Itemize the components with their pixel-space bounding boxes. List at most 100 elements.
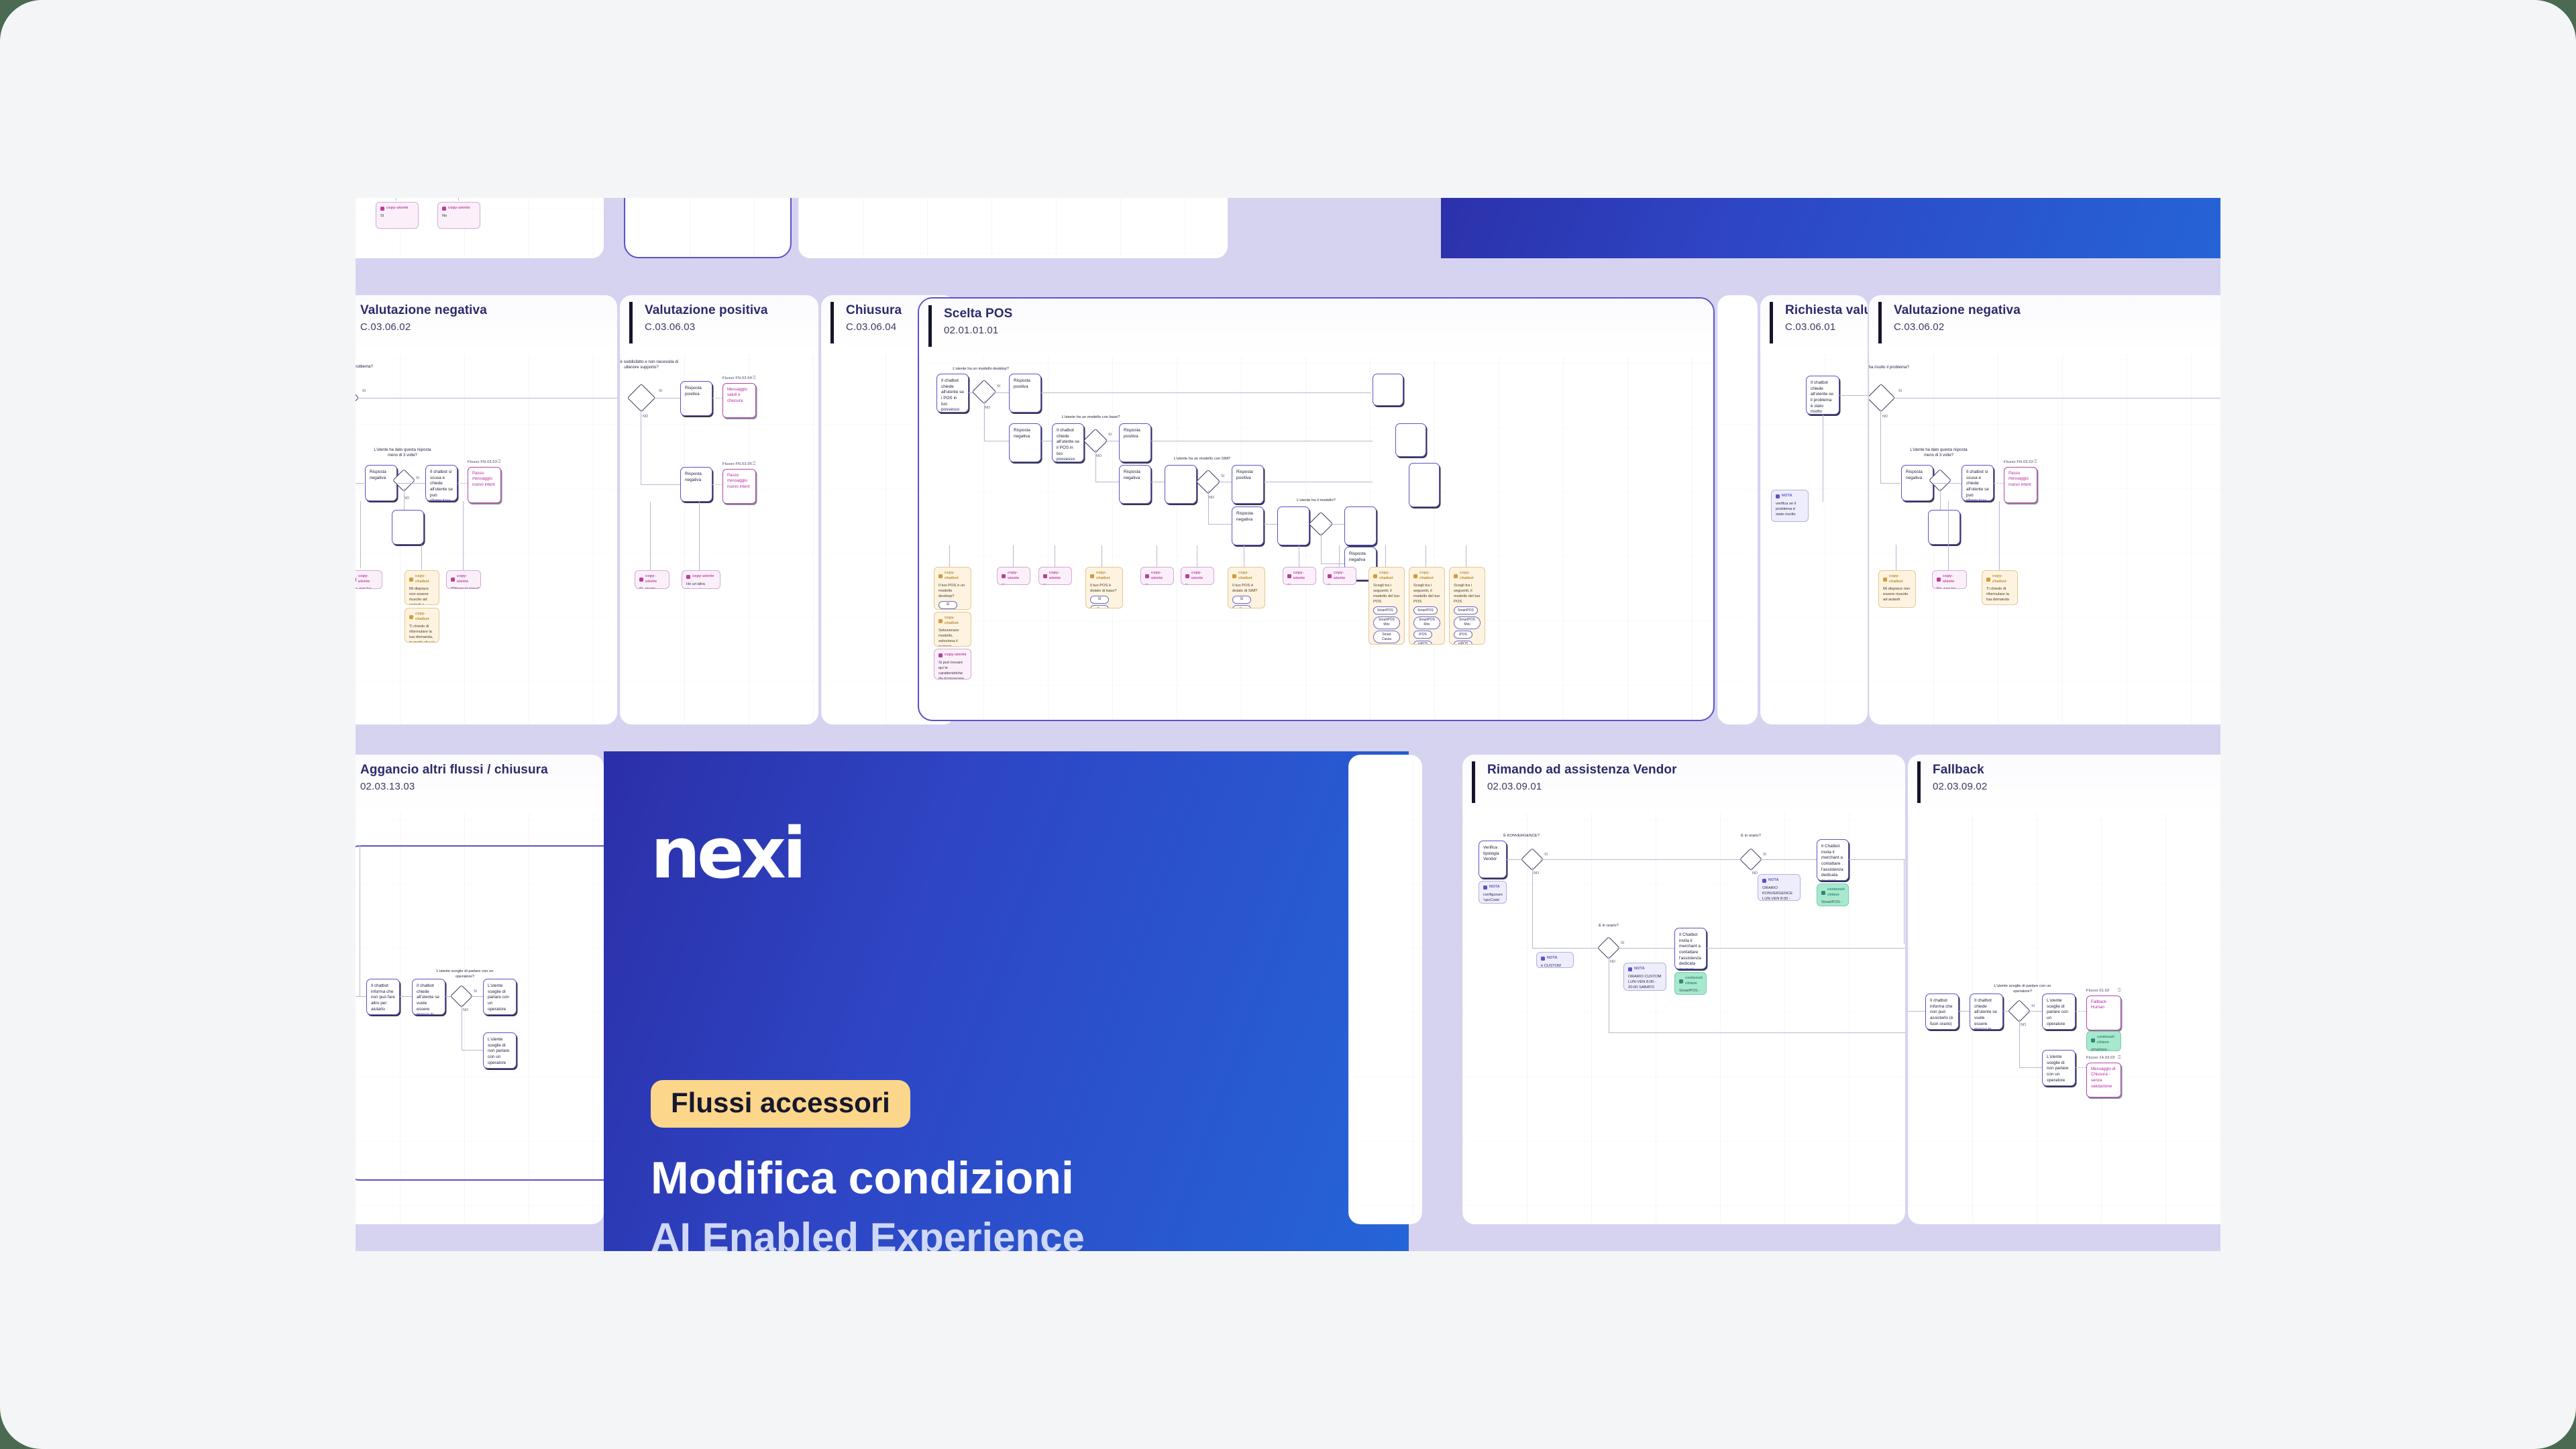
option-pill[interactable]: SmartPOS: [1454, 606, 1478, 615]
option-pill[interactable]: Smart Cassa: [1373, 631, 1400, 644]
sticky-note-copy-chatbot[interactable]: copy-chatbot Scegli tra i seguenti, il m…: [1449, 567, 1485, 645]
panel-fallback[interactable]: Fallback 02.03.09.02 Il chatbot informa …: [1908, 755, 2220, 1224]
option-pill[interactable]: SmartPOS Mini: [1454, 616, 1481, 629]
flow-node[interactable]: Risposta negativa: [680, 467, 712, 502]
sticky-note-copy-utente[interactable]: copy-utente No, non ho risolto: [1932, 570, 1967, 589]
sticky-note-copy-chatbot[interactable]: copy-chatbot Mi dispiace non essere rius…: [1878, 570, 1916, 608]
flow-node[interactable]: Il chatbot si scusa e chiede all'utente …: [425, 465, 458, 501]
flow-node[interactable]: Risposta negativa: [1232, 506, 1264, 545]
flow-node[interactable]: Risposta positiva: [1009, 374, 1041, 413]
gateway-diamond[interactable]: [1869, 383, 1896, 413]
panel-top-right-fragment[interactable]: copy-chatbot Sì, ne ho un modello con ba…: [798, 198, 1228, 258]
panel-valutazione-negativa-1[interactable]: Valutazione negativa C.03.06.02 L'utente…: [356, 295, 617, 724]
sticky-note-copy-chatbot[interactable]: copy-chatbot Scegli tra i seguenti, il m…: [1409, 567, 1445, 645]
option-pill[interactable]: Sì: [938, 600, 957, 609]
flow-node[interactable]: [1165, 465, 1197, 504]
option-pill[interactable]: Sì: [1090, 595, 1109, 604]
flusso-card[interactable]: Messaggio saluti e chiusura: [722, 382, 756, 418]
flow-node[interactable]: L'utente sceglie di parlare con un opera…: [483, 979, 517, 1015]
sticky-note-contenuti-chiave[interactable]: contenuti chiave smartpos - problemi con…: [2086, 1031, 2121, 1051]
flow-node[interactable]: L'utente sceglie di non parlare con un o…: [483, 1032, 517, 1069]
flow-node[interactable]: [1373, 374, 1403, 406]
sticky-note-nota[interactable]: NOTA verifica se il problema è stato ris…: [1771, 490, 1809, 522]
flow-node[interactable]: Il Chatbot invita il merchant a contatta…: [1674, 928, 1707, 969]
sticky-note-copy-chatbot[interactable]: copy-chatbot Il tuo POS è dotato di base…: [1085, 567, 1123, 608]
flow-node[interactable]: [392, 510, 424, 545]
option-pill[interactable]: No: [1090, 605, 1109, 608]
flow-node[interactable]: Risposta negativa: [1901, 465, 1933, 501]
design-canvas[interactable]: copy-utente Sì copy-utente No copy-chatb…: [356, 198, 2220, 1251]
sticky-note-copy-utente[interactable]: copy-utente Sì: [997, 567, 1030, 585]
flow-node[interactable]: Il chatbot chiede all'utente se il probl…: [1806, 376, 1839, 415]
flow-node[interactable]: [1277, 506, 1309, 545]
flow-node[interactable]: Risposta positiva: [680, 381, 712, 416]
sticky-note-copy-utente[interactable]: copy-utente [Riformulazione]: [446, 570, 481, 589]
panel-scelta-pos[interactable]: Scelta POS 02.01.01.01 Il chatbot chiede…: [918, 297, 1715, 721]
option-pill[interactable]: Sì: [1232, 595, 1251, 604]
sticky-note-copy-utente[interactable]: copy-utente No, non ho risolto: [356, 570, 382, 589]
link-icon[interactable]: ⎅: [752, 462, 756, 466]
panel-richiesta-valutazione[interactable]: Richiesta valutazione C.03.06.01 Il chat…: [1760, 295, 1868, 724]
option-pill[interactable]: mPOS: [1454, 640, 1472, 644]
panel-valutazione-negativa-2[interactable]: Valutazione negativa C.03.06.02 L'utente…: [1869, 295, 2220, 724]
link-icon[interactable]: ⎅: [2033, 460, 2037, 464]
sticky-note-copy-chatbot[interactable]: copy-chatbot Selezionare modello, selezi…: [934, 612, 971, 647]
sticky-note-copy-chatbot[interactable]: copy-chatbot Il tuo POS è un modello des…: [934, 567, 971, 610]
flow-node[interactable]: L'utente sceglie di parlare con un opera…: [2042, 994, 2076, 1030]
option-pill[interactable]: SmartPOS Mini: [1373, 616, 1400, 629]
link-icon[interactable]: ⎅: [497, 460, 501, 464]
flow-node[interactable]: Il chatbot chiede all'utente se i POS in…: [936, 374, 969, 413]
gateway-diamond[interactable]: [627, 383, 656, 413]
link-icon[interactable]: ⎅: [752, 376, 756, 380]
flow-node[interactable]: [1344, 506, 1377, 545]
sticky-note-nota[interactable]: NOTA ORARIO KONVERGENCE LUN-VEN 8:00 - 2…: [1758, 874, 1801, 901]
flow-node[interactable]: Il chatbot chiede all'utente se il POS i…: [1052, 423, 1084, 462]
option-pill[interactable]: iPOS: [1413, 631, 1432, 639]
panel-sliver-fragment[interactable]: [1717, 295, 1758, 724]
flusso-card-wrapper[interactable]: Flusso FN.03.05 ⎅ Passo messaggio nuovo …: [722, 462, 756, 504]
flow-node[interactable]: Risposta positiva: [1119, 423, 1151, 462]
panel-bottom-sliver-fragment[interactable]: [1348, 755, 1422, 1224]
flusso-card[interactable]: Passo messaggio nuovo intent: [722, 468, 756, 504]
sticky-note-copy-chatbot[interactable]: copy-chatbot Scegli tra i seguenti, il m…: [1368, 567, 1405, 645]
flow-node[interactable]: L'utente sceglie di non parlare con un o…: [2042, 1050, 2076, 1086]
flow-node[interactable]: Il chatbot chiede all'utente se vuole es…: [412, 979, 445, 1015]
slide-banner-ai-enabled-experience[interactable]: AI Enabled Experience: [1441, 198, 2220, 258]
option-pill[interactable]: mPOS: [1413, 640, 1432, 644]
flow-node[interactable]: Verifica tipologia Vendor: [1479, 841, 1507, 878]
flow-node[interactable]: [1409, 463, 1440, 507]
panel-aggancio-altri-flussi[interactable]: Aggancio altri flussi / chiusura 02.03.1…: [356, 755, 604, 1224]
sticky-note-copy-utente[interactable]: copy-utente Sì: [1283, 567, 1316, 585]
flusso-card-wrapper[interactable]: Flusso FN.03.04 ⎅ Messaggio saluti e chi…: [722, 376, 756, 418]
sticky-note-nota[interactable]: NOTA configurare 'cpcCode' '1': [1479, 881, 1507, 904]
sticky-note-nota[interactable]: NOTA è CUSTOM: [1536, 952, 1574, 968]
sticky-note-copy-utente[interactable]: copy-utente No: [437, 202, 480, 229]
flusso-card[interactable]: Passo messaggio nuovo intent: [2004, 466, 2037, 503]
sticky-note-copy-utente[interactable]: copy-utente Sì: [1140, 567, 1174, 585]
flusso-card-wrapper[interactable]: Flusso FN.03.02 ⎅ Passo messaggio nuovo …: [2004, 460, 2037, 503]
flow-node[interactable]: Risposta positiva: [1232, 465, 1264, 504]
option-pill[interactable]: SmartPOS Mini: [1413, 616, 1440, 629]
flow-node[interactable]: Il chatbot chiede all'utente se vuole es…: [1970, 994, 2003, 1030]
flow-node[interactable]: Il chatbot si scusa e chiede all'utente …: [1962, 465, 1994, 501]
sticky-note-copy-utente[interactable]: copy-utente Sì: [376, 202, 419, 229]
panel-top-mid-fragment[interactable]: copy-chatbot Il tuo POS è dotato di base…: [624, 198, 792, 258]
flow-node[interactable]: Risposta negativa: [365, 465, 397, 501]
slide-modifica-condizioni[interactable]: nexi Flussi accessori Modifica condizion…: [604, 751, 1409, 1251]
sticky-note-copy-chatbot[interactable]: copy-chatbot Ti chiedo di riformulare la…: [405, 608, 439, 643]
sticky-note-nota[interactable]: NOTA ORARIO CUSTOM LUN-VEN 8:00 - 20:00 …: [1623, 963, 1666, 991]
flusso-card-wrapper[interactable]: Flusso FN.03.03 ⎅ Passo messaggio nuovo …: [468, 460, 501, 503]
link-icon[interactable]: ⎅: [2117, 1055, 2121, 1060]
option-pill[interactable]: iPOS: [1454, 631, 1472, 639]
option-pill[interactable]: SmartPOS: [1373, 606, 1397, 615]
sticky-note-copy-utente[interactable]: copy-utente No: [1038, 567, 1072, 585]
sticky-note-contenuti-chiave[interactable]: contenuti chiave SmartPOS - Assistenza T…: [1674, 972, 1707, 995]
flow-node[interactable]: [1928, 510, 1960, 545]
sticky-note-copy-utente[interactable]: copy-utente Ho un'altra domanda: [682, 570, 720, 589]
sticky-note-contenuti-chiave[interactable]: contenuti chiave SmartPOS - Assistenza T…: [1817, 883, 1849, 906]
link-icon[interactable]: ⎅: [2117, 988, 2121, 993]
option-pill[interactable]: No: [1232, 605, 1251, 608]
flusso-card-wrapper[interactable]: Flusso 01.02 ⎅ Fallback Human: [2086, 988, 2121, 1030]
flow-node[interactable]: Risposta negativa: [1009, 423, 1041, 462]
panel-rimando-assistenza-vendor[interactable]: Rimando ad assistenza Vendor 02.03.09.01…: [1462, 755, 1905, 1224]
